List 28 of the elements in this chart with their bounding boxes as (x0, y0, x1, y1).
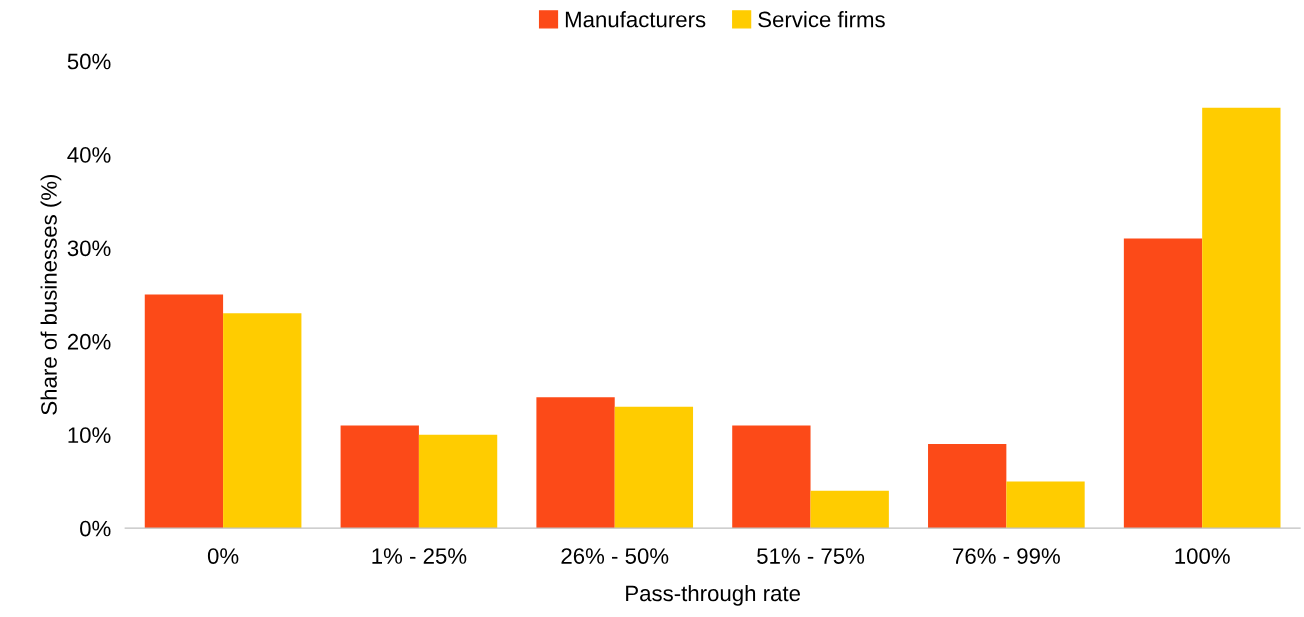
x-tick-label: 51% - 75% (757, 548, 865, 564)
bar (418, 434, 498, 529)
bar (928, 444, 1007, 529)
bar (810, 490, 889, 529)
bar (536, 397, 615, 529)
y-axis-title: Share of businesses (%) (40, 174, 62, 415)
y-tick-label: 20% (67, 333, 111, 350)
y-tick-label: 50% (67, 53, 111, 70)
x-axis-title: Pass-through rate (626, 584, 800, 606)
x-tick-label: 76% - 99% (953, 548, 1060, 564)
x-tick-label: 0% (207, 548, 239, 564)
x-tick-label: 1% - 25% (372, 548, 467, 564)
y-tick-label: 0% (80, 520, 111, 537)
y-tick-label: 10% (68, 427, 111, 444)
x-tick-label: 100% (1175, 548, 1230, 564)
bar (614, 406, 694, 529)
y-tick-label: 40% (67, 147, 111, 163)
bar (1123, 238, 1203, 529)
bar (732, 425, 811, 529)
bar (340, 425, 419, 529)
x-tick-label: 26% - 50% (561, 548, 669, 564)
bar (223, 313, 302, 529)
y-tick-label: 30% (67, 240, 111, 257)
bar (1006, 481, 1085, 529)
bar (1202, 107, 1281, 529)
bar (144, 294, 224, 529)
legend-label: Manufacturers (565, 11, 706, 28)
legend-label: Service firms (758, 11, 885, 28)
